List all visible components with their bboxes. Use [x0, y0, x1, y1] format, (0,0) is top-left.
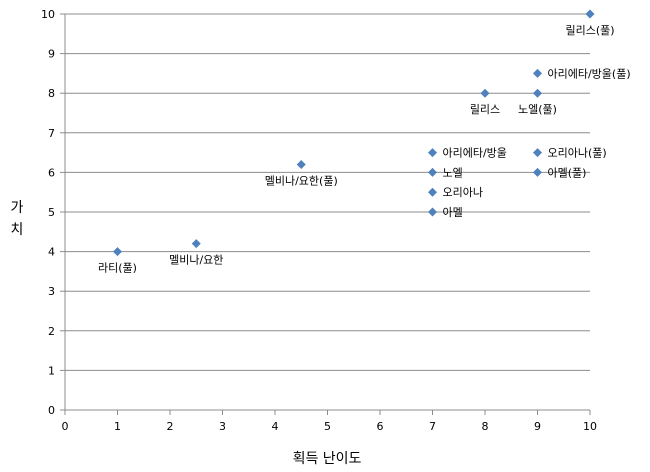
- x-tick-label: 2: [167, 420, 174, 433]
- y-axis-title-char: 치: [11, 222, 24, 238]
- data-label: 아멜(풀): [548, 166, 587, 179]
- x-tick-labels: 0 1 2 3 4 5 6 7 8 9 10: [62, 420, 598, 433]
- y-tick-label: 9: [48, 48, 55, 61]
- data-point: [428, 207, 437, 217]
- x-tick-label: 6: [377, 420, 384, 433]
- x-tick-label: 8: [482, 420, 489, 433]
- data-label: 노엘: [443, 166, 463, 179]
- y-tick-labels: 0 1 2 3 4 5 6 7 8 9 10: [41, 8, 55, 417]
- x-tick-label: 0: [62, 420, 69, 433]
- x-tick-label: 7: [429, 420, 436, 433]
- data-point: [428, 167, 437, 177]
- data-label: 아멜: [443, 206, 463, 219]
- data-label: 릴리스: [470, 103, 500, 116]
- data-point: [428, 187, 437, 197]
- data-label: 릴리스(풀): [565, 24, 614, 37]
- y-axis-title-char: 가: [11, 200, 24, 216]
- x-tick-label: 1: [114, 420, 121, 433]
- data-point: [480, 88, 490, 98]
- data-point: [191, 239, 201, 249]
- data-point: [113, 247, 122, 257]
- y-tick-label: 7: [48, 127, 55, 140]
- data-label: 라티(풀): [98, 262, 137, 275]
- gridlines: [65, 13, 590, 371]
- y-tick-label: 3: [48, 285, 55, 298]
- data-point: [585, 9, 595, 19]
- data-point: [533, 88, 542, 98]
- x-tick-label: 4: [272, 420, 279, 433]
- data-point: [533, 68, 542, 78]
- data-points: [113, 9, 595, 257]
- data-label: 아리에타/방울(풀): [548, 67, 631, 80]
- x-tick-label: 3: [219, 420, 226, 433]
- data-label: 오리아나: [443, 186, 483, 199]
- data-label: 멜비나/요한(풀): [265, 174, 338, 187]
- data-point: [428, 148, 437, 158]
- data-point: [296, 159, 306, 169]
- y-tick-label: 2: [48, 325, 55, 338]
- y-tick-label: 8: [48, 87, 55, 100]
- data-point: [533, 148, 542, 158]
- y-tick-label: 1: [48, 364, 55, 377]
- y-tick-label: 10: [41, 8, 55, 21]
- data-label: 노엘(풀): [518, 103, 557, 116]
- y-tick-label: 6: [48, 166, 55, 179]
- data-point: [533, 167, 542, 177]
- x-axis-title: 획득 난이도: [293, 451, 362, 467]
- y-tick-label: 0: [48, 404, 55, 417]
- data-label: 멜비나/요한: [169, 254, 223, 267]
- x-tick-label: 10: [583, 420, 597, 433]
- y-tick-label: 4: [48, 246, 55, 259]
- axes: [60, 13, 591, 415]
- data-label: 오리아나(풀): [548, 147, 607, 160]
- x-tick-label: 5: [324, 420, 331, 433]
- data-label: 아리에타/방울: [443, 147, 507, 160]
- y-tick-label: 5: [48, 206, 55, 219]
- x-tick-label: 9: [534, 420, 541, 433]
